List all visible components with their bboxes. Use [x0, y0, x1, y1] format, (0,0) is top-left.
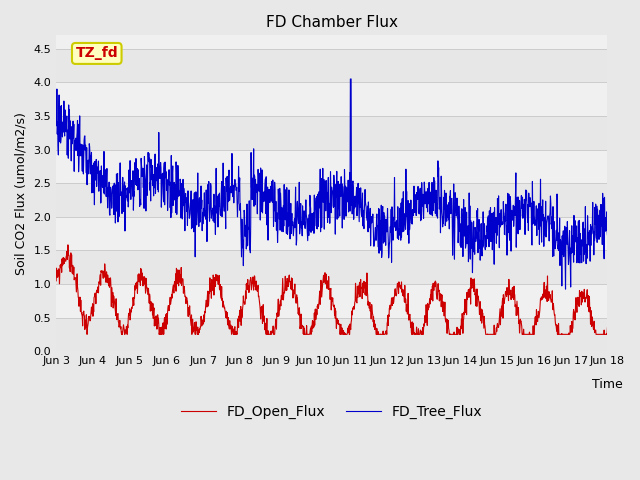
FD_Open_Flux [604, 325, 611, 331]
FD_Tree_Flux [95, 188, 102, 194]
Legend: FD_Open_Flux, FD_Tree_Flux: FD_Open_Flux, FD_Tree_Flux [175, 399, 488, 424]
FD_Open_Flux [118, 329, 126, 335]
Line: FD_Open_Flux: FD_Open_Flux [56, 245, 607, 335]
FD_Tree_Flux [117, 189, 125, 195]
FD_Tree_Flux [308, 215, 316, 221]
FD_Open_Flux [287, 286, 294, 292]
FD_Open_Flux [367, 304, 374, 310]
FD_Tree_Flux [366, 205, 374, 211]
X-axis label: Time: Time [592, 378, 623, 391]
Bar [56, 251, 607, 284]
FD_Open_Flux [52, 278, 60, 284]
FD_Tree_Flux [286, 236, 294, 242]
Y-axis label: Soil CO2 Flux (umol/m2/s): Soil CO2 Flux (umol/m2/s) [15, 112, 28, 275]
Bar [56, 318, 607, 351]
FD_Tree_Flux [298, 225, 305, 231]
FD_Tree_Flux [346, 76, 354, 82]
Text: TZ_fd: TZ_fd [76, 47, 118, 60]
FD_Open_Flux [298, 323, 306, 328]
FD_Open_Flux [83, 332, 91, 337]
FD_Open_Flux [96, 281, 104, 287]
Line: FD_Tree_Flux: FD_Tree_Flux [56, 79, 607, 289]
FD_Open_Flux [64, 242, 72, 248]
FD_Tree_Flux [562, 286, 570, 292]
Bar [56, 183, 607, 217]
Bar [56, 116, 607, 150]
FD_Tree_Flux [604, 232, 611, 238]
FD_Open_Flux [308, 322, 316, 328]
Bar [56, 49, 607, 83]
FD_Tree_Flux [52, 96, 60, 102]
Title: FD Chamber Flux: FD Chamber Flux [266, 15, 398, 30]
